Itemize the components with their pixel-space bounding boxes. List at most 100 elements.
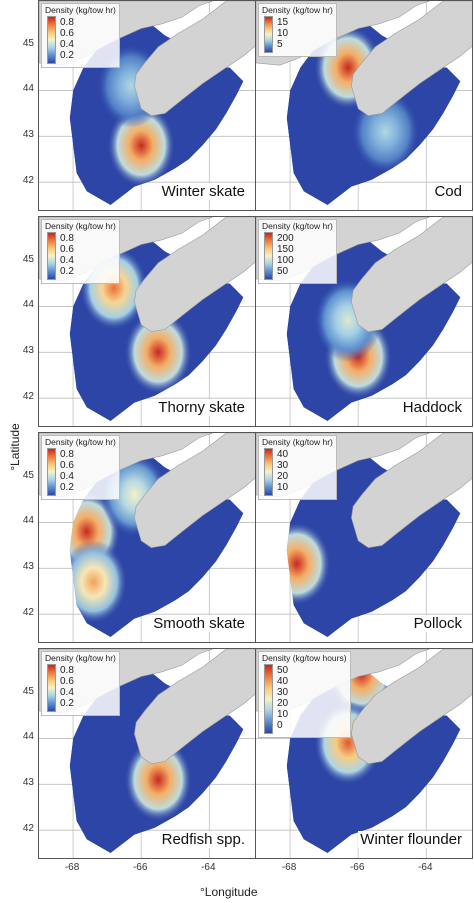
legend-tick-label: 0.6 (60, 244, 74, 255)
map-panel: Density (kg/tow hr) 0.8 0.6 0.4 0.2 Smooth sk… (38, 432, 256, 643)
y-tick-label: 45 (22, 469, 34, 481)
x-tick-label: -68 (281, 862, 297, 873)
x-tick-label: -68 (64, 862, 80, 873)
legend-tick-label: 30 (277, 687, 289, 698)
map-panel: Density (kg/tow hr) 15 10 5 Cod (255, 0, 473, 211)
legend-title: Density (kg/tow hr) (262, 221, 333, 231)
density-legend: Density (kg/tow hr) 15 10 5 (258, 3, 337, 57)
legend-tick-label: 50 (277, 266, 289, 277)
legend-tick-label: 20 (277, 698, 289, 709)
map-panel: Density (kg/tow hr) 0.8 0.6 0.4 0.2 Winter sk… (38, 0, 256, 211)
density-legend: Density (kg/tow hours) 50 40 30 20 10 0 (258, 651, 351, 738)
x-tick-label: -64 (201, 862, 216, 873)
y-tick-label: 44 (22, 515, 34, 527)
legend-colorbar (47, 16, 56, 64)
y-tick-label: 42 (22, 391, 34, 403)
species-label: Thorny skate (156, 399, 247, 416)
legend-tick-label: 20 (277, 471, 289, 482)
legend-title: Density (kg/tow hr) (45, 5, 116, 15)
legend-tick-label: 0.4 (60, 255, 74, 266)
nova-scotia (351, 649, 472, 765)
nova-scotia (134, 217, 255, 333)
legend-tick-label: 0.4 (60, 687, 74, 698)
density-legend: Density (kg/tow hr) 0.8 0.6 0.4 0.2 (41, 651, 120, 716)
x-tick-label: -66 (349, 862, 365, 873)
y-tick-label: 45 (22, 253, 34, 265)
legend-tick-label: 40 (277, 676, 289, 687)
density-map (256, 1, 472, 210)
legend-tick-label: 10 (277, 709, 289, 720)
density-legend: Density (kg/tow hr) 200 150 100 50 (258, 219, 337, 284)
legend-tick-label: 0.6 (60, 460, 74, 471)
legend-tick-label: 0.2 (60, 698, 74, 709)
legend-tick-label: 100 (277, 255, 294, 266)
legend-title: Density (kg/tow hr) (45, 221, 116, 231)
nova-scotia (134, 1, 255, 117)
legend-colorbar (47, 664, 56, 712)
species-label: Pollock (411, 615, 464, 632)
nova-scotia (351, 433, 472, 549)
legend-tick-label: 0.6 (60, 28, 74, 39)
y-tick-label: 42 (22, 175, 34, 187)
density-hotspot (286, 521, 331, 606)
legend-tick-label: 200 (277, 233, 294, 244)
map-panel: Density (kg/tow hr) 0.8 0.6 0.4 0.2 Thorny sk… (38, 216, 256, 427)
legend-colorbar (264, 232, 273, 280)
legend-tick-label: 5 (277, 39, 283, 50)
legend-title: Density (kg/tow hr) (45, 653, 116, 663)
legend-tick-label: 0.8 (60, 233, 74, 244)
x-tick-label: -66 (132, 862, 148, 873)
y-tick-label: 45 (22, 37, 34, 49)
y-tick-label: 44 (22, 83, 34, 95)
nova-scotia (134, 433, 255, 549)
density-legend: Density (kg/tow hr) 0.8 0.6 0.4 0.2 (41, 435, 120, 500)
legend-tick-label: 10 (277, 482, 289, 493)
y-tick-label: 43 (22, 345, 34, 357)
y-tick-label: 44 (22, 731, 34, 743)
density-hotspot (69, 540, 128, 625)
legend-tick-label: 150 (277, 244, 294, 255)
species-label: Winter skate (159, 183, 247, 200)
y-tick-label: 44 (22, 299, 34, 311)
species-label: Winter flounder (358, 831, 464, 848)
legend-tick-label: 10 (277, 28, 289, 39)
legend-tick-label: 0.2 (60, 50, 74, 61)
species-label: Cod (432, 183, 464, 200)
x-tick-label: -64 (418, 862, 433, 873)
map-panel: Density (kg/tow hr) 0.8 0.6 0.4 0.2 Redfish s… (38, 648, 256, 859)
species-label: Smooth skate (151, 615, 247, 632)
y-tick-label: 42 (22, 823, 34, 835)
species-label: Redfish spp. (159, 831, 247, 848)
density-hotspot (124, 310, 193, 395)
legend-tick-label: 0.8 (60, 17, 74, 28)
nova-scotia (351, 217, 472, 333)
legend-tick-label: 40 (277, 449, 289, 460)
nova-scotia (134, 649, 255, 765)
legend-title: Density (kg/tow hours) (262, 653, 347, 663)
species-label: Haddock (400, 399, 464, 416)
legend-tick-label: 0.6 (60, 676, 74, 687)
legend-title: Density (kg/tow hr) (45, 437, 116, 447)
legend-tick-label: 50 (277, 665, 289, 676)
legend-colorbar (264, 664, 273, 734)
map-panel: Density (kg/tow hr) 200 150 100 50 Haddock (255, 216, 473, 427)
legend-tick-label: 0.4 (60, 471, 74, 482)
legend-title: Density (kg/tow hr) (262, 437, 333, 447)
legend-tick-label: 30 (277, 460, 289, 471)
y-tick-label: 43 (22, 777, 34, 789)
legend-colorbar (264, 448, 273, 496)
density-legend: Density (kg/tow hr) 0.8 0.6 0.4 0.2 (41, 219, 120, 284)
legend-title: Density (kg/tow hr) (262, 5, 333, 15)
legend-colorbar (264, 16, 273, 53)
legend-tick-label: 0.4 (60, 39, 74, 50)
y-tick-label: 42 (22, 607, 34, 619)
legend-tick-label: 0 (277, 720, 283, 731)
map-panel: Density (kg/tow hours) 50 40 30 20 10 0 Winter … (255, 648, 473, 859)
y-axis-title: °Latitude (8, 423, 22, 471)
legend-tick-label: 0.8 (60, 665, 74, 676)
legend-colorbar (47, 232, 56, 280)
nova-scotia (351, 1, 472, 117)
legend-tick-label: 0.2 (60, 266, 74, 277)
legend-colorbar (47, 448, 56, 496)
